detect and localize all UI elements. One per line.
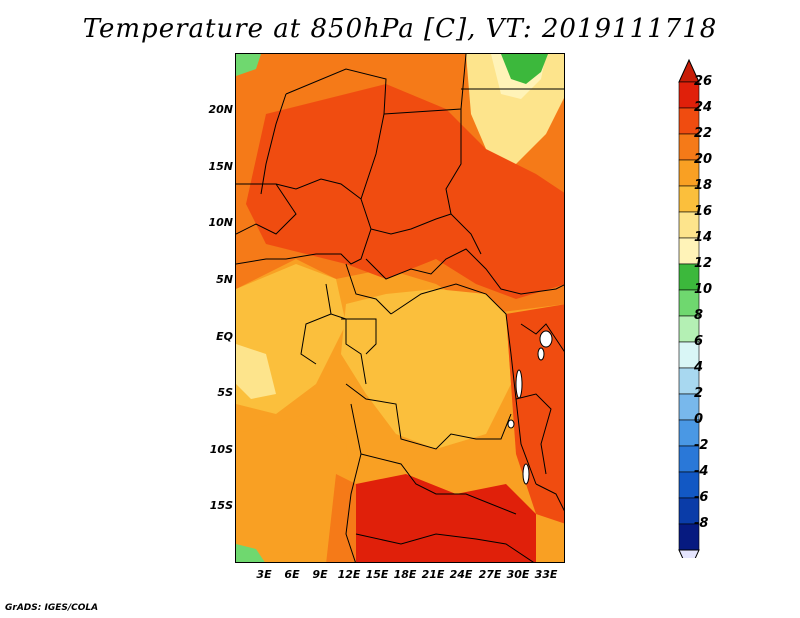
lon-label: 30E	[506, 568, 530, 581]
colorbar-label: 8	[694, 308, 704, 323]
field-coast-pale	[236, 344, 276, 399]
field-ne-cool	[466, 54, 564, 164]
colorbar-label: -8	[694, 516, 709, 531]
lon-label: 6E	[284, 568, 300, 581]
colorbar-label: -6	[694, 490, 709, 505]
colorbar-label: -2	[694, 438, 709, 453]
lon-label: 15E	[365, 568, 389, 581]
country-borders	[236, 54, 564, 562]
temperature-field	[236, 54, 564, 562]
lat-label: 10S	[209, 443, 233, 456]
field-sw-green	[236, 544, 265, 562]
lon-label: 21E	[421, 568, 445, 581]
colorbar-label: 6	[694, 334, 704, 349]
lon-label: 18E	[393, 568, 417, 581]
lat-label: EQ	[216, 330, 233, 343]
colorbar-label: 14	[694, 230, 713, 245]
colorbar-label: 24	[694, 100, 713, 115]
field-southwest	[236, 414, 356, 554]
lon-label: 24E	[449, 568, 473, 581]
field-nw-green	[236, 54, 261, 76]
lat-label: 5N	[216, 273, 233, 286]
colorbar-label: 22	[694, 126, 713, 141]
temperature-map	[235, 53, 565, 563]
colorbar-label: -4	[694, 464, 709, 479]
colorbar-label: 18	[694, 178, 713, 193]
colorbar-label: 4	[694, 360, 704, 375]
grads-credit: GrADS: IGES/COLA	[5, 603, 99, 613]
colorbar-label: 12	[694, 256, 713, 271]
lat-label: 15S	[209, 499, 233, 512]
colorbar-bottom-arrow	[678, 549, 700, 558]
lakes	[507, 330, 553, 485]
lon-label: 27E	[478, 568, 502, 581]
colorbar	[678, 58, 700, 558]
lon-label: 9E	[312, 568, 328, 581]
lon-label: 3E	[256, 568, 272, 581]
lon-label: 12E	[337, 568, 361, 581]
field-central	[341, 289, 511, 449]
lon-label: 33E	[534, 568, 558, 581]
field-east	[506, 304, 564, 524]
map-title: Temperature at 850hPa [C], VT: 201911171…	[82, 14, 718, 44]
field-south-ring	[326, 474, 356, 562]
colorbar-label: 16	[694, 204, 713, 219]
lat-label: 20N	[208, 103, 233, 116]
lat-label: 15N	[208, 160, 233, 173]
field-ne-green	[501, 54, 548, 84]
lat-label: 5S	[217, 386, 233, 399]
colorbar-label: 10	[694, 282, 713, 297]
colorbar-label: 26	[694, 74, 713, 89]
lat-label: 10N	[208, 216, 233, 229]
colorbar-label: 0	[694, 412, 704, 427]
field-south-hot	[356, 474, 536, 562]
field-hot-north	[246, 84, 564, 299]
colorbar-label: 20	[694, 152, 713, 167]
colorbar-label: 2	[694, 386, 704, 401]
